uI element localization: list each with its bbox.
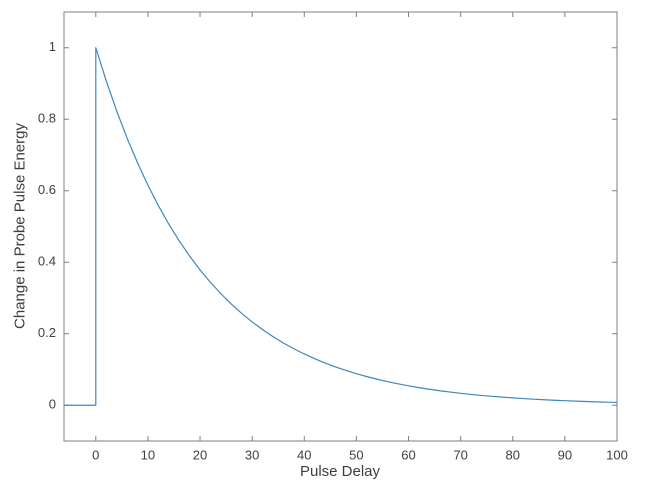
y-tick-label: 0.8 xyxy=(38,111,56,126)
y-tick-label: 0.2 xyxy=(38,325,56,340)
y-tick-label: 0 xyxy=(49,397,56,412)
x-tick-label: 10 xyxy=(141,448,155,463)
y-axis-label: Change in Probe Pulse Energy xyxy=(11,123,29,329)
y-tick-label: 1 xyxy=(49,39,56,54)
x-tick-label: 20 xyxy=(193,448,207,463)
y-tick-label: 0.4 xyxy=(38,254,56,269)
y-tick-label: 0.6 xyxy=(38,182,56,197)
x-tick-label: 100 xyxy=(606,448,628,463)
x-tick-label: 0 xyxy=(92,448,99,463)
x-tick-label: 80 xyxy=(506,448,520,463)
x-tick-label: 90 xyxy=(558,448,572,463)
x-axis-label: Pulse Delay xyxy=(299,463,381,480)
series-line-change-in-probe-pulse-energy xyxy=(63,47,618,406)
x-tick-label: 60 xyxy=(401,448,415,463)
x-tick-label: 70 xyxy=(453,448,467,463)
x-tick-label: 40 xyxy=(297,448,311,463)
x-tick-label: 50 xyxy=(349,448,363,463)
axes-box xyxy=(63,11,618,442)
x-tick-label: 30 xyxy=(245,448,259,463)
